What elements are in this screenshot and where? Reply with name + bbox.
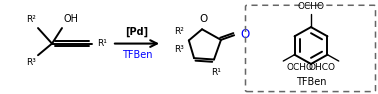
Text: R¹: R¹: [97, 39, 107, 48]
Text: OH: OH: [64, 14, 79, 24]
Text: R³: R³: [174, 45, 184, 54]
Text: OCHO: OCHO: [286, 63, 313, 72]
Text: OCHO: OCHO: [297, 2, 324, 11]
Text: R²: R²: [174, 27, 184, 36]
Text: TFBen: TFBen: [296, 77, 326, 87]
Text: O: O: [199, 14, 207, 24]
Text: R³: R³: [26, 58, 36, 67]
Text: R²: R²: [26, 15, 36, 24]
Text: R¹: R¹: [211, 68, 221, 77]
Text: [Pd]: [Pd]: [125, 27, 149, 37]
Text: TFBen: TFBen: [122, 50, 152, 60]
Text: O: O: [240, 28, 249, 41]
Text: OHCO: OHCO: [309, 63, 336, 72]
